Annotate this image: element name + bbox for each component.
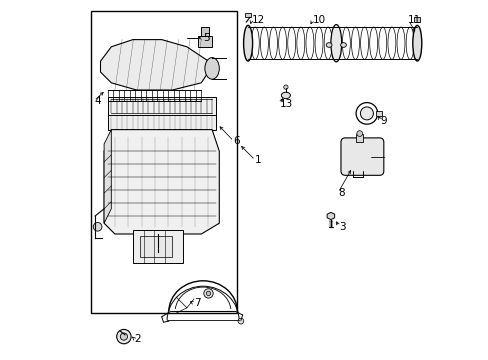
Polygon shape <box>104 130 111 223</box>
Text: 1: 1 <box>255 155 262 165</box>
Bar <box>413 17 419 22</box>
Bar <box>133 230 183 263</box>
Ellipse shape <box>325 43 331 47</box>
Bar <box>107 115 215 130</box>
Circle shape <box>93 222 102 231</box>
Circle shape <box>153 255 162 264</box>
Text: 9: 9 <box>380 116 386 126</box>
Text: 10: 10 <box>312 15 325 25</box>
Text: 13: 13 <box>279 99 292 109</box>
Ellipse shape <box>243 25 252 61</box>
Text: 3: 3 <box>338 222 345 232</box>
Text: 11: 11 <box>407 15 421 25</box>
Polygon shape <box>326 212 334 220</box>
Text: 6: 6 <box>233 136 240 146</box>
Polygon shape <box>101 40 208 90</box>
FancyBboxPatch shape <box>340 138 383 175</box>
Text: 7: 7 <box>194 298 200 308</box>
Text: 8: 8 <box>337 188 344 198</box>
Polygon shape <box>104 130 219 234</box>
Circle shape <box>238 318 244 324</box>
Circle shape <box>206 291 210 296</box>
Bar <box>91 11 237 313</box>
Circle shape <box>283 85 287 89</box>
Text: 2: 2 <box>134 334 141 344</box>
Text: 5: 5 <box>203 33 209 43</box>
Circle shape <box>356 131 362 136</box>
Bar <box>201 27 208 36</box>
Ellipse shape <box>330 24 341 62</box>
Text: 4: 4 <box>94 96 101 106</box>
Ellipse shape <box>412 25 421 61</box>
Circle shape <box>156 257 160 261</box>
Bar <box>244 13 250 17</box>
Circle shape <box>117 329 131 344</box>
Bar <box>355 134 363 142</box>
Bar <box>197 36 212 47</box>
Text: 12: 12 <box>251 15 264 25</box>
Bar <box>140 236 172 257</box>
Ellipse shape <box>340 43 346 47</box>
Ellipse shape <box>281 92 290 99</box>
Bar <box>375 111 382 116</box>
Bar <box>107 97 215 115</box>
Circle shape <box>120 333 127 340</box>
Circle shape <box>360 107 373 120</box>
Ellipse shape <box>204 58 219 79</box>
Circle shape <box>203 289 213 298</box>
